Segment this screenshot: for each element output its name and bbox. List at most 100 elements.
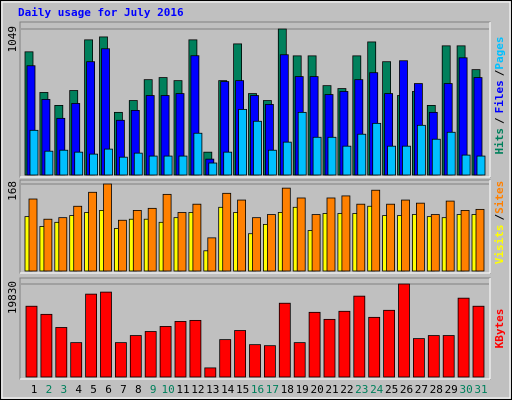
bar — [296, 197, 306, 272]
legend: Hits/Files/Pages — [493, 37, 506, 155]
bar — [323, 318, 336, 378]
legend-item: Sites — [493, 181, 506, 214]
bar — [43, 218, 53, 272]
bar — [144, 331, 157, 378]
legend-separator: / — [493, 214, 506, 221]
bar — [308, 311, 321, 378]
bar — [178, 155, 188, 176]
bar — [208, 162, 218, 176]
bar — [249, 344, 261, 378]
bar — [357, 133, 367, 176]
bar — [431, 138, 441, 176]
x-tick-label: 28 — [430, 383, 443, 396]
bar — [73, 205, 83, 272]
bar — [222, 192, 232, 272]
bar — [281, 187, 291, 272]
x-tick-label: 9 — [150, 383, 157, 396]
bar — [386, 203, 396, 272]
bar — [457, 297, 470, 378]
bar — [253, 120, 262, 176]
bar — [129, 335, 142, 378]
bar — [412, 338, 425, 378]
x-tick-label: 5 — [90, 383, 97, 396]
bar — [476, 155, 486, 176]
bar — [104, 148, 113, 176]
bar — [133, 152, 143, 176]
bar — [267, 149, 277, 176]
bar — [237, 199, 247, 272]
bar — [312, 136, 322, 176]
x-tick-label: 25 — [385, 383, 398, 396]
x-tick-label: 6 — [105, 383, 112, 396]
bar — [327, 136, 337, 176]
bar — [475, 208, 485, 272]
bar — [59, 149, 69, 176]
y-tick-label: 168 — [6, 181, 19, 201]
x-tick-label: 13 — [206, 383, 219, 396]
bar — [446, 131, 456, 176]
x-tick-label: 30 — [459, 383, 472, 396]
bar — [252, 217, 261, 272]
x-tick-label: 18 — [281, 383, 294, 396]
bar — [219, 339, 232, 378]
bar — [416, 124, 426, 176]
legend: KBytes — [493, 309, 506, 349]
x-tick-label: 21 — [325, 383, 338, 396]
bar — [28, 198, 38, 272]
bar — [293, 342, 306, 378]
bar — [460, 210, 470, 272]
bar — [70, 342, 83, 378]
bar — [162, 193, 172, 272]
bar — [193, 132, 203, 176]
bar — [341, 195, 351, 272]
bar — [401, 199, 410, 272]
legend-item: Pages — [493, 37, 506, 70]
bar — [55, 327, 68, 378]
bar — [383, 309, 396, 378]
x-tick-label: 27 — [415, 383, 428, 396]
legend-item: KBytes — [493, 309, 506, 349]
bar — [100, 291, 112, 378]
x-tick-label: 14 — [221, 383, 235, 396]
x-tick-label: 17 — [266, 383, 279, 396]
legend-item: Visits — [493, 225, 506, 265]
bar — [338, 310, 351, 378]
bar — [387, 145, 397, 176]
bar — [192, 203, 202, 272]
bar — [266, 214, 276, 272]
bar — [398, 283, 410, 378]
bar — [40, 313, 53, 378]
bar — [29, 129, 39, 176]
bar — [472, 305, 485, 378]
bar — [461, 154, 471, 176]
bar — [44, 150, 54, 176]
bar — [430, 214, 440, 272]
legend-separator: / — [493, 117, 506, 124]
bar — [427, 335, 440, 378]
bar — [402, 145, 411, 176]
bar — [297, 111, 307, 176]
bar — [371, 189, 381, 272]
bar — [159, 326, 172, 378]
x-tick-label: 24 — [370, 383, 384, 396]
bar — [132, 210, 142, 272]
x-tick-label: 23 — [355, 383, 368, 396]
bar — [263, 345, 276, 378]
x-tick-label: 22 — [340, 383, 353, 396]
bar — [342, 145, 352, 176]
x-tick-label: 1 — [31, 383, 38, 396]
legend-item: Files — [493, 80, 506, 113]
bar — [103, 183, 112, 272]
bar — [356, 203, 366, 272]
legend-separator: / — [493, 69, 506, 76]
x-tick-label: 19 — [296, 383, 309, 396]
x-tick-label: 26 — [400, 383, 413, 396]
x-tick-label: 4 — [75, 383, 82, 396]
x-tick-label: 8 — [135, 383, 142, 396]
x-tick-label: 10 — [161, 383, 174, 396]
chart-title: Daily usage for July 2016 — [18, 6, 184, 19]
bar — [223, 151, 233, 176]
bar — [278, 302, 291, 378]
x-tick-label: 3 — [60, 383, 67, 396]
